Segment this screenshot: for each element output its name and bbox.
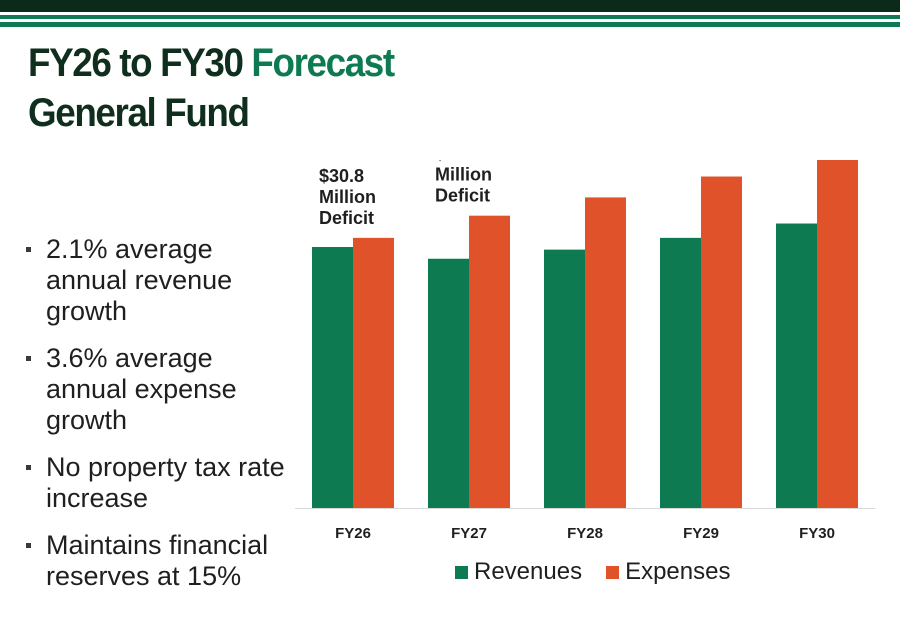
bullet-text: No property tax rate increase: [46, 452, 285, 513]
bullet-marker: [26, 356, 31, 361]
header-band-dark: [0, 0, 900, 12]
slide-title-range: FY26 to FY30: [28, 41, 252, 85]
legend-swatch-expenses: [606, 565, 620, 579]
legend-item-revenues: Revenues: [455, 558, 582, 586]
bullet-text: 3.6% average annual expense growth: [46, 343, 237, 435]
bar-revenues-fy26: [312, 247, 353, 508]
bar-expenses-fy27: [469, 215, 510, 508]
x-tick-label: FY29: [683, 525, 719, 542]
header-band-gap: [0, 12, 900, 15]
deficit-annotation-fy26: $30.8: [319, 166, 364, 186]
bar-revenues-fy30: [776, 223, 817, 508]
deficit-annotation-fy27: $148.3: [435, 160, 490, 164]
bullet-marker: [26, 247, 31, 252]
legend-label-revenues: Revenues: [474, 558, 583, 585]
bar-expenses-fy29: [701, 176, 742, 508]
x-tick-label: FY28: [567, 525, 603, 542]
bar-expenses-fy28: [585, 197, 626, 508]
bullet-item: No property tax rate increase: [26, 452, 296, 514]
bullet-item: 2.1% average annual revenue growth: [26, 234, 296, 327]
bar-revenues-fy28: [544, 249, 585, 509]
bullet-marker: [26, 465, 31, 470]
slide-title-accent: Forecast: [251, 41, 395, 85]
bullet-item: Maintains financial reserves at 15%: [26, 530, 296, 592]
bullet-list: 2.1% average annual revenue growth 3.6% …: [26, 234, 296, 608]
header-band-gap: [0, 19, 900, 22]
slide-title-line-2: General Fund: [28, 91, 250, 135]
chart-legend: Revenues Expenses: [455, 558, 744, 586]
x-tick-label: FY27: [451, 525, 487, 542]
forecast-bar-chart: FY26FY27FY28FY29FY30$30.8MillionDeficit$…: [295, 160, 875, 542]
x-tick-label: FY26: [335, 525, 371, 542]
slide-title-line-1: FY26 to FY30 Forecast: [28, 38, 395, 88]
header-band-green: [0, 15, 900, 19]
slide-title: FY26 to FY30 Forecast General Fund: [28, 38, 395, 138]
bar-revenues-fy29: [660, 237, 701, 508]
bar-expenses-fy30: [817, 160, 858, 508]
deficit-annotation-fy27: Deficit: [435, 186, 490, 206]
bullet-text: 2.1% average annual revenue growth: [46, 234, 233, 326]
bar-revenues-fy27: [428, 258, 469, 508]
deficit-annotation-fy26: Million: [319, 187, 376, 207]
bullet-item: 3.6% average annual expense growth: [26, 343, 296, 436]
bullet-text: Maintains financial reserves at 15%: [46, 530, 269, 591]
x-tick-label: FY30: [799, 525, 835, 542]
header-band-green: [0, 22, 900, 27]
legend-item-expenses: Expenses: [606, 558, 730, 586]
bar-expenses-fy26: [353, 237, 394, 508]
deficit-annotation-fy27: Million: [435, 165, 492, 185]
legend-label-expenses: Expenses: [625, 558, 731, 585]
legend-swatch-revenues: [455, 565, 468, 579]
bullet-marker: [26, 543, 31, 548]
deficit-annotation-fy26: Deficit: [319, 208, 374, 228]
